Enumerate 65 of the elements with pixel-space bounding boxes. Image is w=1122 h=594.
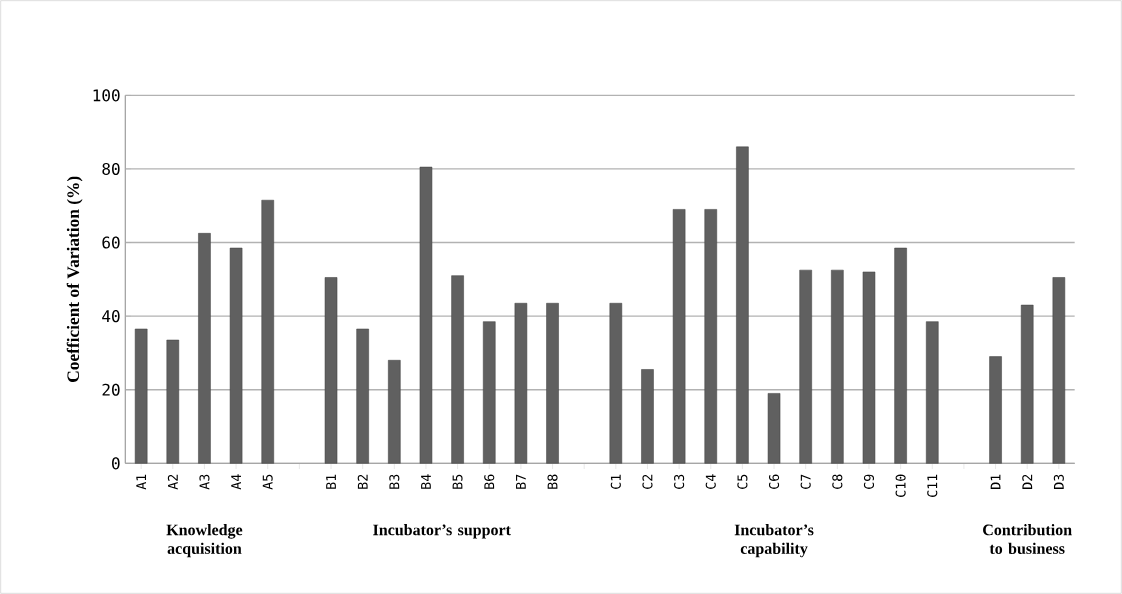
y-tick-label: 20 [102,383,120,396]
bar [1052,277,1066,464]
x-tick-label: A3 [199,474,210,490]
bar [609,302,623,464]
x-tick-label: A1 [136,474,147,490]
text: Contribution to business [983,524,1072,554]
bar [514,302,528,464]
y-tick-label: 0 [112,457,120,470]
x-tick-label: C11 [927,474,938,497]
bar [166,339,180,464]
bar [767,393,781,464]
bar [261,199,275,464]
x-tick-label: A5 [262,474,273,490]
bar [894,247,907,464]
x-tick-label: C10 [895,474,906,497]
bar [926,321,939,464]
bar [704,209,718,464]
bar [482,321,496,464]
x-tick-label: C1 [610,474,621,489]
x-tick-label: A2 [167,474,178,490]
bar [419,166,433,464]
y-tick-label: 100 [93,89,120,102]
bar [672,209,686,464]
text: Incubator’s capability [734,524,814,558]
bar [989,356,1002,464]
y-tick-label: 40 [102,310,120,323]
bar [324,277,338,464]
x-tick-label: B8 [547,474,558,489]
bar [831,269,844,464]
x-tick-label: B7 [516,474,526,489]
x-tick-label: B3 [389,474,400,489]
x-tick-label: B4 [421,474,431,489]
x-tick-label: C3 [674,474,685,489]
bar [736,146,749,464]
y-axis-title: Coefficient of Variation (%) [66,176,83,382]
bar [451,275,464,464]
x-tick-label: B6 [484,474,495,489]
x-tick-label: D3 [1053,474,1064,489]
x-tick-label: C6 [768,474,780,489]
bar [229,247,243,464]
y-tick-label: 60 [102,236,120,249]
x-tick-label: C5 [737,474,748,489]
x-tick-label: D2 [1022,474,1033,489]
bar [134,328,148,464]
y-tick-label: 80 [102,162,120,175]
x-tick-label: B1 [326,474,336,489]
x-tick-label: D1 [990,474,1001,489]
text: Knowledge acquisition [166,524,243,558]
x-tick-label: C9 [863,474,875,489]
text: Incubator’s support [373,524,511,539]
bar [799,269,812,464]
bar [546,302,559,464]
bar [641,369,654,464]
bar [388,360,401,464]
x-tick-label: A4 [231,474,241,490]
x-tick-label: C7 [800,474,811,489]
x-tick-label: C2 [642,474,653,489]
bar [356,328,369,464]
x-tick-label: C8 [832,474,843,489]
x-tick-label: C4 [705,474,716,489]
x-tick-label: B2 [357,474,368,489]
bar [862,271,876,464]
x-tick-label: B5 [452,474,463,489]
bar [198,233,211,464]
bar [1020,304,1034,464]
